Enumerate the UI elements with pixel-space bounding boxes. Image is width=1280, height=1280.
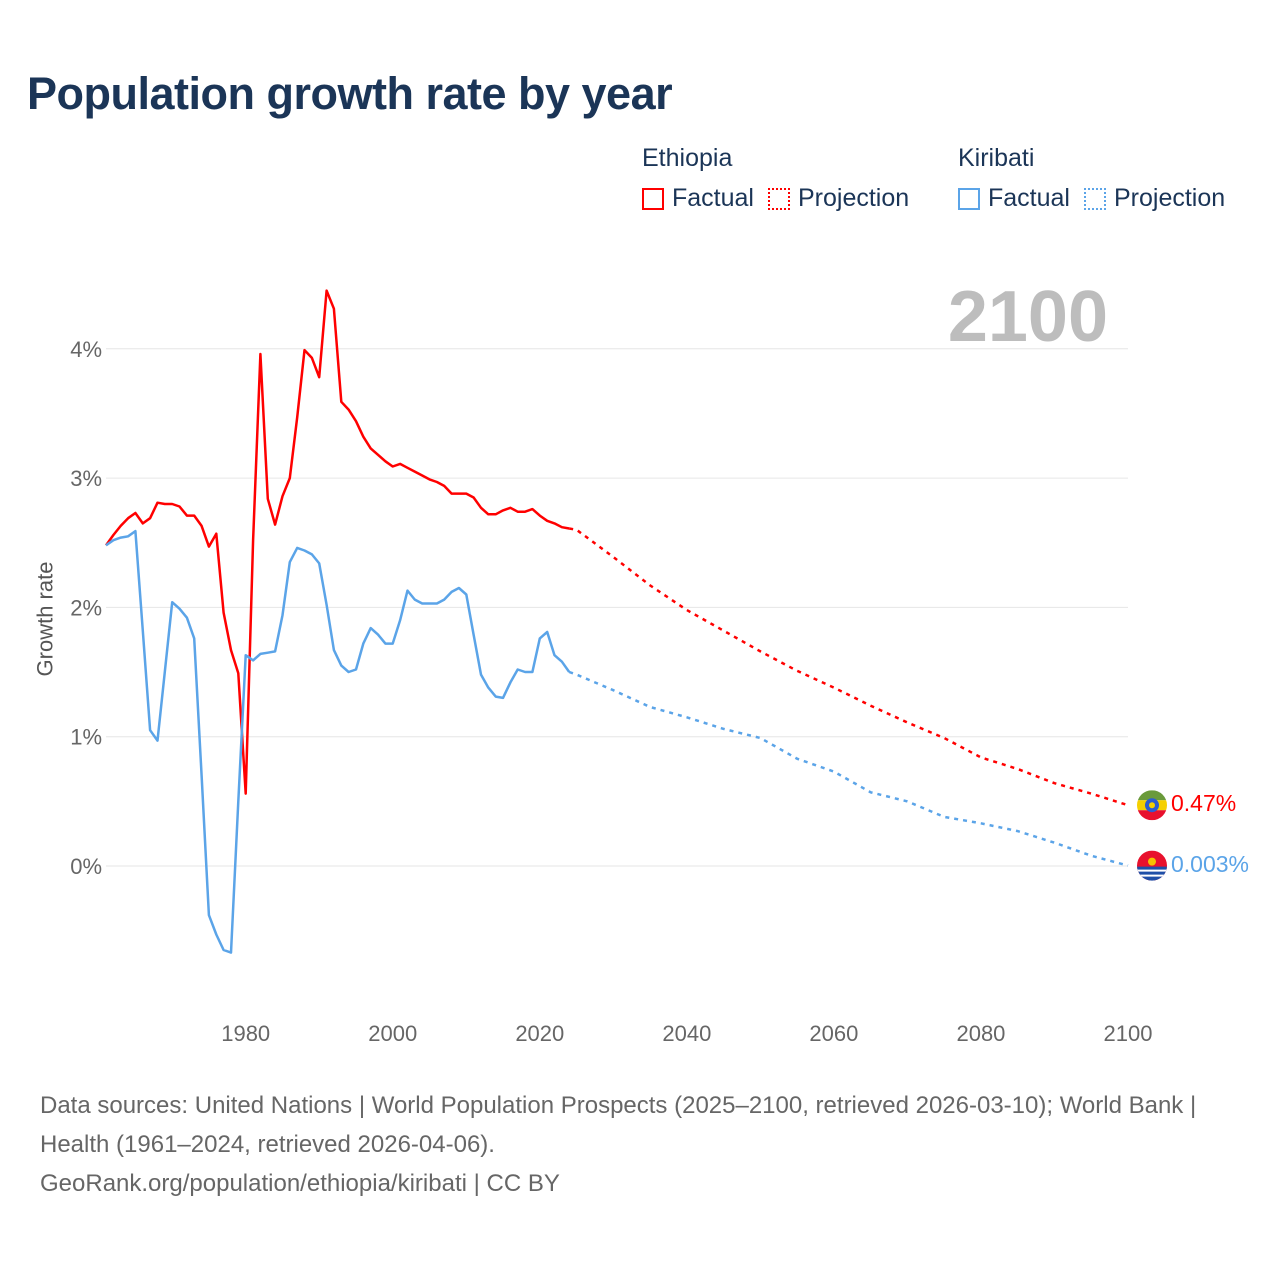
data-sources: Data sources: United Nations | World Pop… bbox=[40, 1092, 1197, 1158]
legend-label: Factual bbox=[988, 184, 1070, 212]
y-tick-label: 0% bbox=[70, 854, 102, 879]
legend-group-name: Ethiopia bbox=[642, 144, 733, 172]
x-tick-label: 2060 bbox=[809, 1021, 858, 1046]
legend-label: Projection bbox=[1113, 184, 1226, 212]
x-tick-label: 2080 bbox=[956, 1021, 1005, 1046]
legend-kiribati-projection[interactable]: Projection bbox=[1083, 184, 1226, 213]
legend-swatch-dotted bbox=[767, 187, 790, 210]
legend-kiribati-factual[interactable]: Factual bbox=[958, 184, 1070, 213]
legend-kiribati: Kiribati Factual Projection bbox=[958, 144, 1239, 217]
kiribati-flag-icon bbox=[1137, 850, 1167, 881]
x-tick-label: 2000 bbox=[368, 1021, 417, 1046]
x-tick-label: 1980 bbox=[221, 1021, 270, 1046]
ethiopia-flag-icon bbox=[1137, 790, 1167, 821]
legend-swatch-solid bbox=[642, 187, 664, 210]
legend-swatch-dotted bbox=[1083, 187, 1106, 210]
legend-ethiopia: Ethiopia Factual Projection bbox=[642, 144, 923, 217]
legend-swatch-solid bbox=[958, 187, 980, 210]
y-tick-label: 4% bbox=[70, 337, 102, 362]
legend-ethiopia-factual[interactable]: Factual bbox=[642, 184, 754, 213]
footer: Data sources: United Nations | World Pop… bbox=[40, 1086, 1240, 1203]
current-year-label: 2100 bbox=[947, 277, 1108, 357]
x-tick-label: 2100 bbox=[1104, 1021, 1153, 1046]
kiribati-factual-line bbox=[105, 529, 571, 954]
ethiopia-factual-line bbox=[104, 289, 570, 795]
ethiopia-projection-line bbox=[568, 527, 1129, 807]
x-tick-label: 2020 bbox=[515, 1021, 564, 1046]
legend-label: Projection bbox=[797, 184, 910, 212]
attribution-link[interactable]: GeoRank.org/population/ethiopia/kiribati… bbox=[40, 1170, 560, 1197]
legend-ethiopia-projection[interactable]: Projection bbox=[767, 184, 910, 213]
x-tick-label: 2040 bbox=[662, 1021, 711, 1046]
legend-group-name: Kiribati bbox=[958, 144, 1035, 172]
chart-title: Population growth rate by year bbox=[27, 68, 673, 119]
y-tick-label: 1% bbox=[70, 725, 102, 750]
y-tick-label: 2% bbox=[70, 595, 102, 620]
legend-label: Factual bbox=[672, 184, 754, 212]
kiribati-projection-line bbox=[568, 670, 1129, 867]
y-tick-label: 3% bbox=[70, 466, 102, 491]
kiribati-end-label: 0.003% bbox=[1171, 851, 1250, 877]
ethiopia-end-label: 0.47% bbox=[1171, 790, 1237, 816]
